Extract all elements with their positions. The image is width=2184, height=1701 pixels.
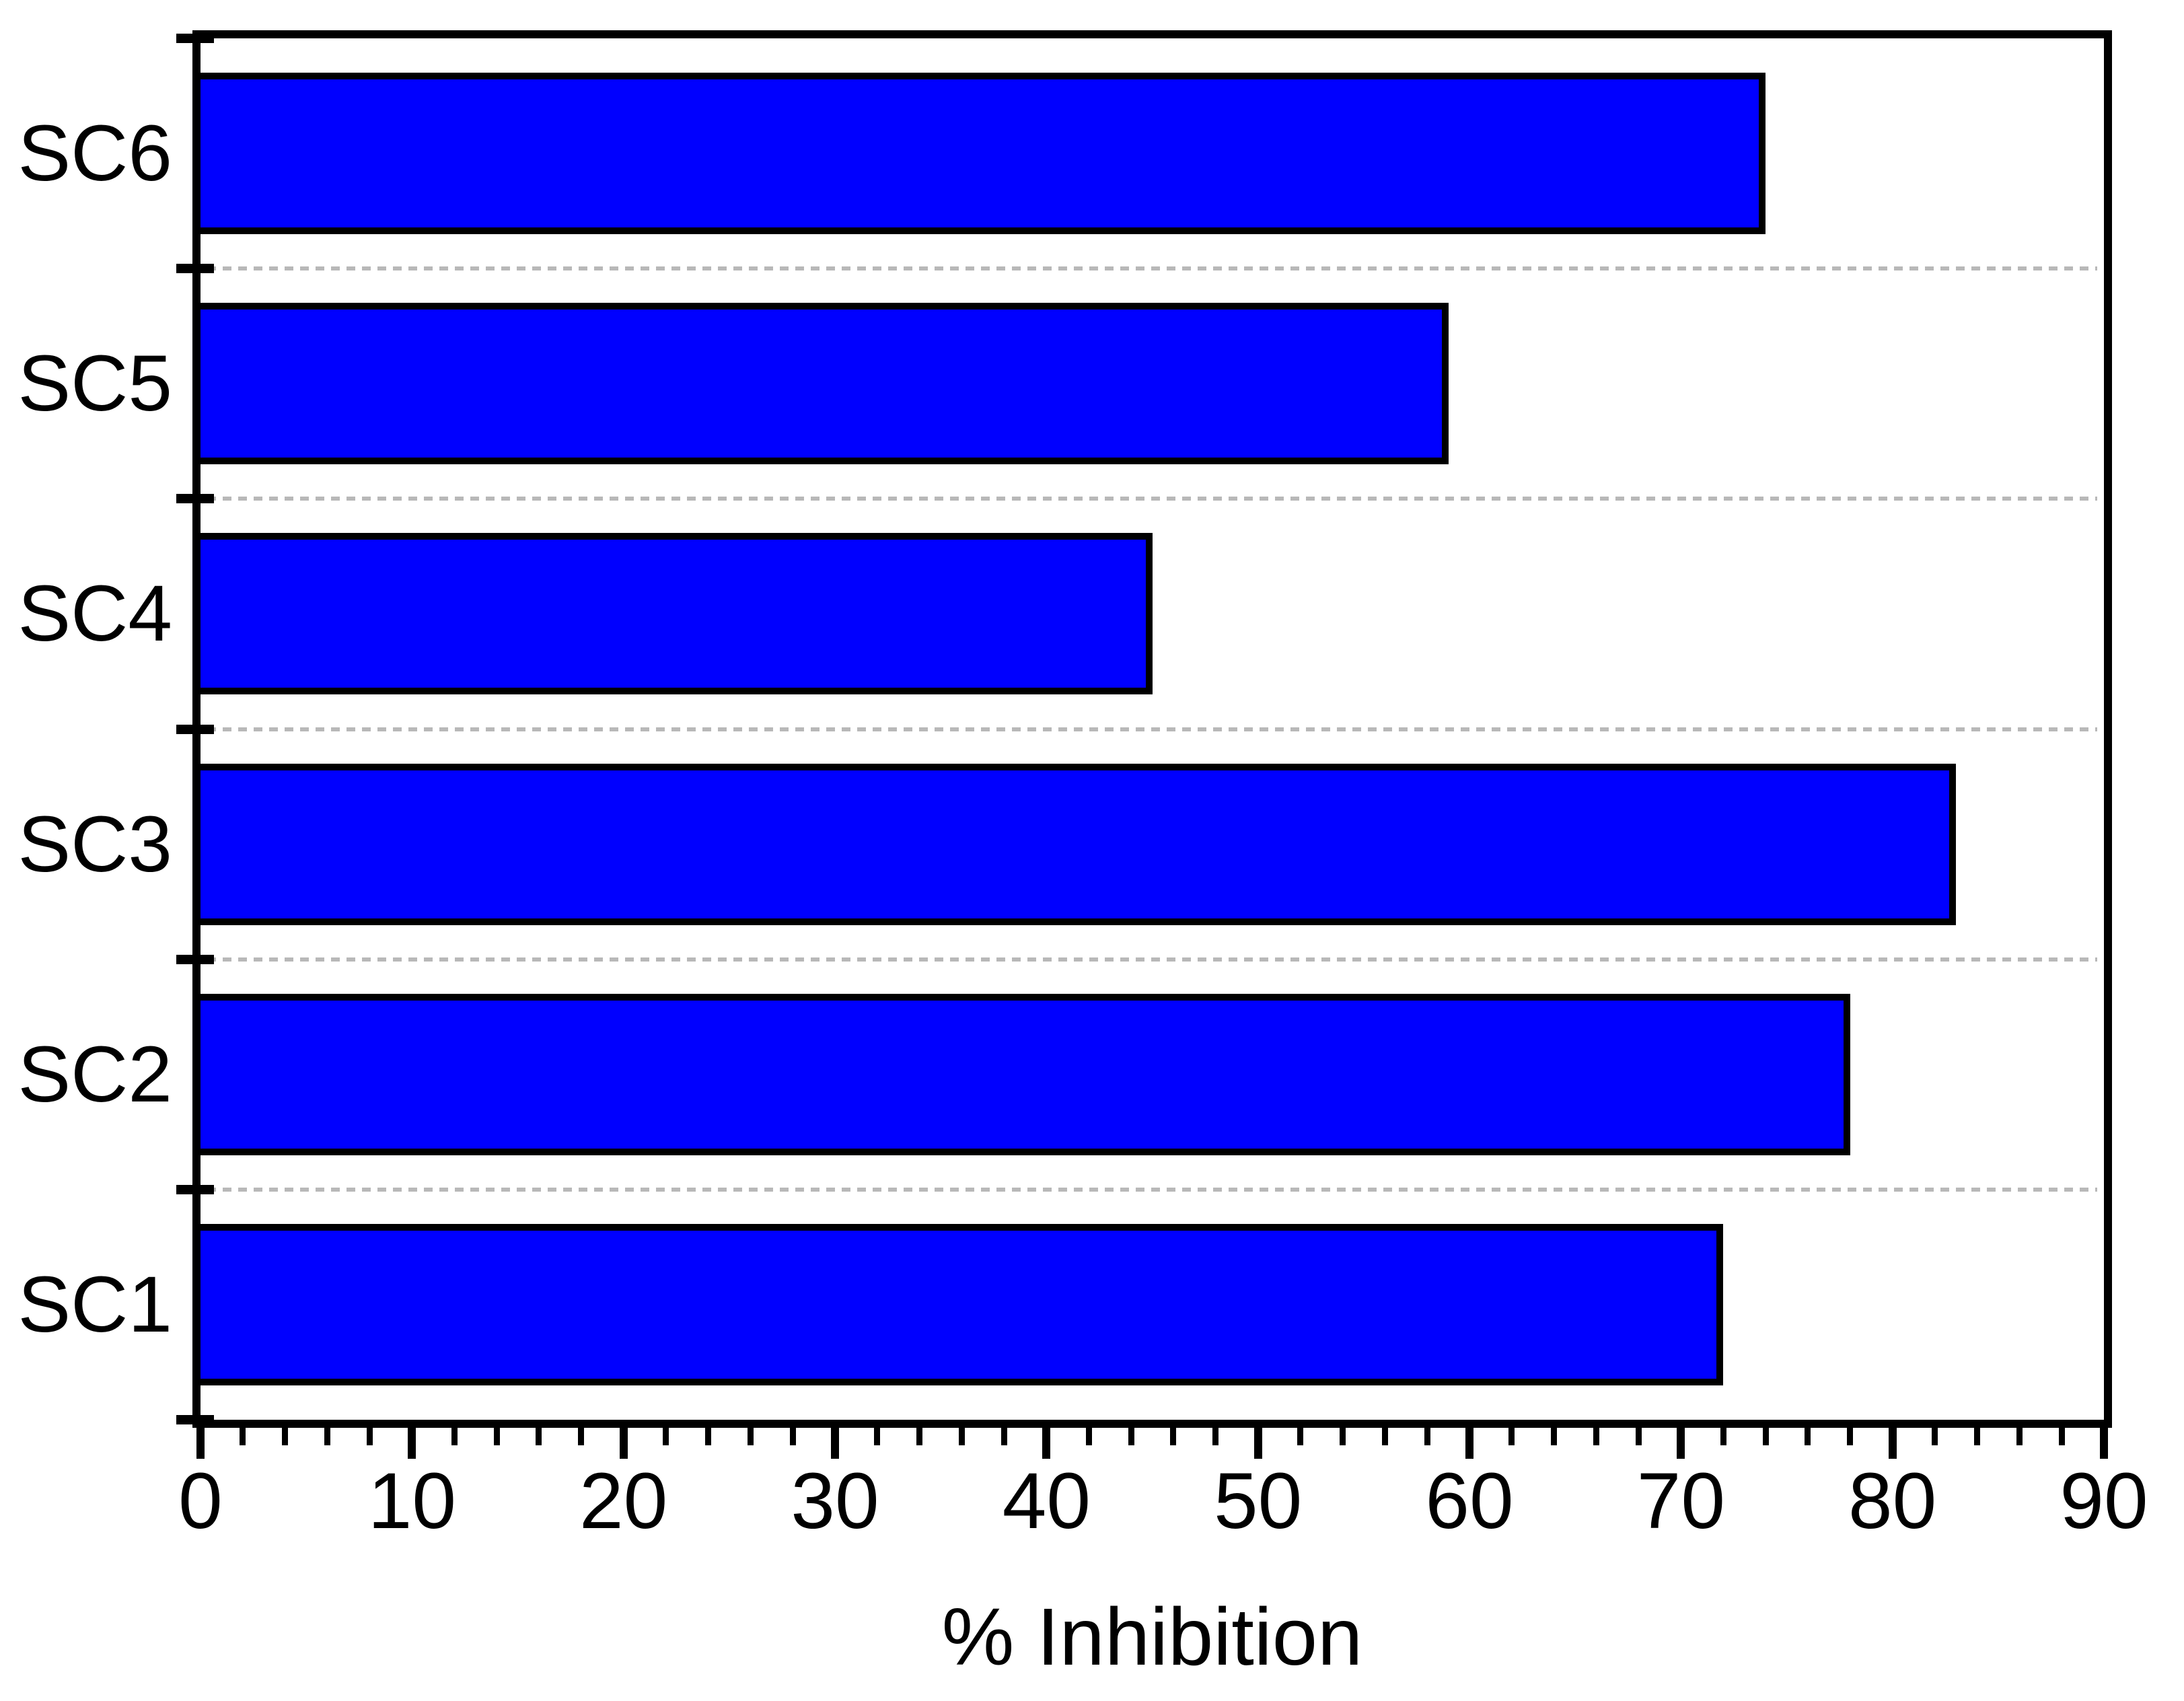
x-axis-minor-tick	[1593, 1428, 1600, 1445]
category-label-sc3: SC3	[17, 799, 172, 889]
x-tick-label-0: 0	[178, 1457, 223, 1546]
x-tick-label-30: 30	[791, 1457, 879, 1546]
x-axis-minor-tick	[663, 1428, 669, 1445]
gridline	[207, 266, 2097, 271]
x-axis-major-tick	[1888, 1428, 1897, 1459]
x-axis-major-tick	[196, 1428, 205, 1459]
bar-sc3	[194, 763, 1956, 925]
x-axis-major-tick	[408, 1428, 416, 1459]
x-axis-minor-tick	[493, 1428, 500, 1445]
category-label-sc6: SC6	[17, 109, 172, 198]
x-axis-minor-tick	[1212, 1428, 1219, 1445]
x-axis-minor-tick	[578, 1428, 585, 1445]
x-axis-minor-tick	[1170, 1428, 1177, 1445]
y-axis-tick	[176, 494, 214, 504]
bar-sc1	[194, 1223, 1724, 1385]
x-axis-minor-tick	[1508, 1428, 1515, 1445]
x-axis-minor-tick	[536, 1428, 542, 1445]
x-axis-minor-tick	[1339, 1428, 1346, 1445]
x-axis-major-tick	[619, 1428, 628, 1459]
y-axis-tick	[176, 954, 214, 964]
y-axis-tick	[176, 34, 214, 43]
y-axis-tick	[176, 1184, 214, 1194]
x-axis-minor-tick	[282, 1428, 289, 1445]
x-axis-major-tick	[1042, 1428, 1051, 1459]
x-axis-minor-tick	[1635, 1428, 1642, 1445]
x-axis-minor-tick	[959, 1428, 966, 1445]
gridline	[207, 1187, 2097, 1192]
x-axis-minor-tick	[1932, 1428, 1938, 1445]
x-tick-label-40: 40	[1002, 1457, 1091, 1546]
x-axis-minor-tick	[1720, 1428, 1726, 1445]
bar-sc4	[194, 533, 1153, 695]
x-axis-minor-tick	[1085, 1428, 1092, 1445]
x-axis-title: % Inhibition	[941, 1591, 1363, 1682]
x-axis-minor-tick	[1847, 1428, 1854, 1445]
x-axis-minor-tick	[2058, 1428, 2065, 1445]
x-axis-minor-tick	[1762, 1428, 1769, 1445]
x-axis-minor-tick	[1128, 1428, 1134, 1445]
x-axis-minor-tick	[324, 1428, 331, 1445]
y-axis-tick	[176, 264, 214, 274]
x-axis-major-tick	[2100, 1428, 2108, 1459]
x-axis-minor-tick	[1000, 1428, 1007, 1445]
bar-sc5	[194, 303, 1449, 465]
gridline	[207, 957, 2097, 962]
x-axis-minor-tick	[240, 1428, 246, 1445]
category-label-sc5: SC5	[17, 339, 172, 429]
y-axis-tick	[176, 724, 214, 734]
x-axis-minor-tick	[1381, 1428, 1388, 1445]
x-tick-label-70: 70	[1636, 1457, 1725, 1546]
gridline	[207, 497, 2097, 501]
x-axis-minor-tick	[451, 1428, 458, 1445]
x-axis-minor-tick	[789, 1428, 796, 1445]
x-axis-major-tick	[1253, 1428, 1262, 1459]
x-axis-minor-tick	[747, 1428, 754, 1445]
x-axis-major-tick	[1677, 1428, 1685, 1459]
x-tick-label-60: 60	[1425, 1457, 1514, 1546]
category-label-sc1: SC1	[17, 1260, 172, 1349]
bar-sc6	[194, 73, 1766, 235]
x-axis-minor-tick	[1973, 1428, 1980, 1445]
bar-sc2	[194, 993, 1850, 1155]
x-axis-major-tick	[831, 1428, 839, 1459]
x-tick-label-80: 80	[1848, 1457, 1937, 1546]
y-axis-tick	[176, 1415, 214, 1424]
x-tick-label-20: 20	[579, 1457, 668, 1546]
category-label-sc4: SC4	[17, 569, 172, 659]
gridline	[207, 727, 2097, 731]
x-tick-label-50: 50	[1214, 1457, 1303, 1546]
x-axis-major-tick	[1465, 1428, 1473, 1459]
x-axis-minor-tick	[366, 1428, 373, 1445]
x-axis-minor-tick	[1424, 1428, 1430, 1445]
x-axis-minor-tick	[1551, 1428, 1558, 1445]
x-axis-minor-tick	[2016, 1428, 2023, 1445]
x-axis-minor-tick	[1297, 1428, 1304, 1445]
x-tick-label-10: 10	[367, 1457, 456, 1546]
category-label-sc2: SC2	[17, 1029, 172, 1119]
x-axis-minor-tick	[1805, 1428, 1811, 1445]
x-tick-label-90: 90	[2060, 1457, 2148, 1546]
x-axis-minor-tick	[916, 1428, 923, 1445]
x-axis-minor-tick	[874, 1428, 881, 1445]
x-axis-minor-tick	[704, 1428, 711, 1445]
